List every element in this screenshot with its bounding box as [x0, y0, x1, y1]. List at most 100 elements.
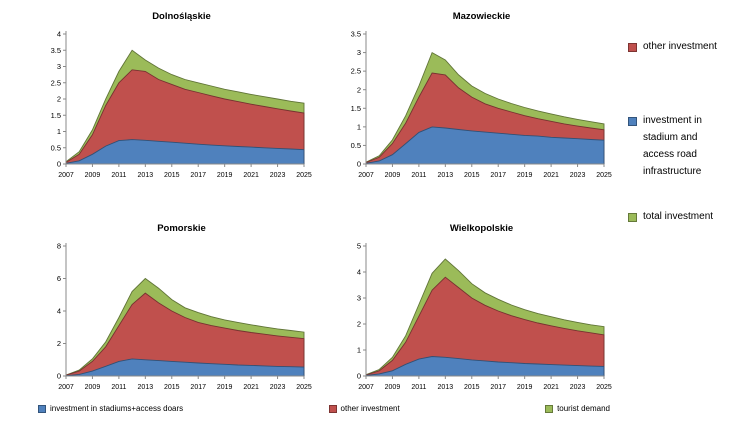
svg-text:3: 3: [357, 294, 361, 303]
svg-text:2013: 2013: [138, 172, 154, 179]
blue-square-icon: [628, 117, 637, 126]
area-layer: [65, 139, 305, 165]
svg-text:2013: 2013: [138, 384, 154, 391]
legend-label: total investment: [643, 211, 714, 222]
green-square-icon: [628, 213, 637, 222]
svg-text:2023: 2023: [570, 384, 586, 391]
area-layer: [365, 276, 605, 377]
svg-text:1: 1: [57, 127, 61, 136]
chart-title-mazowieckie: Mazowieckie: [452, 11, 511, 22]
red-square-icon: [628, 43, 637, 52]
svg-text:2019: 2019: [217, 172, 233, 179]
svg-text:2019: 2019: [217, 384, 233, 391]
svg-text:2021: 2021: [243, 384, 259, 391]
svg-text:2011: 2011: [411, 172, 426, 179]
svg-text:2: 2: [357, 320, 361, 329]
svg-text:3.5: 3.5: [351, 30, 361, 39]
svg-text:2013: 2013: [438, 172, 454, 179]
svg-text:8: 8: [57, 242, 61, 251]
legend-item-total-investment: total investment: [628, 208, 713, 225]
svg-text:1: 1: [357, 346, 361, 355]
svg-text:5: 5: [357, 242, 361, 251]
chart-title-pomorskie: Pomorskie: [157, 223, 206, 234]
svg-text:1.5: 1.5: [351, 104, 361, 113]
area-layer: [65, 292, 305, 377]
svg-text:0: 0: [357, 160, 361, 169]
chart-pomorskie: Pomorskie 0 2 4 6 8 2007 2009 2011 2013 2015 2017 2…: [32, 222, 317, 414]
svg-text:2011: 2011: [111, 172, 126, 179]
svg-text:0: 0: [57, 160, 61, 169]
chart-title-wielkopolskie: Wielkopolskie: [449, 223, 514, 234]
area-chart-svg: 0 0.5 1 1.5 2 2.5 3 3.5 4 2007 2009 2011 2013 2015 201…: [51, 30, 312, 179]
svg-text:2017: 2017: [490, 172, 506, 179]
svg-text:2021: 2021: [243, 172, 259, 179]
svg-text:2009: 2009: [85, 384, 101, 391]
svg-text:2: 2: [57, 95, 61, 104]
svg-text:0.5: 0.5: [351, 141, 361, 150]
chart-dolnoslaskie: Dolnośląskie 0 0.5 1 1.5 2 2.5 3 3.5 4 2007 2009 20…: [32, 10, 317, 202]
svg-text:0.5: 0.5: [51, 143, 61, 152]
area-chart-wielkopolskie: 0 1 2 3 4 5 2007 2009 2011 2013 2015 2017 2019 2021 20…: [332, 238, 612, 398]
area-chart-dolnoslaskie: 0 0.5 1 1.5 2 2.5 3 3.5 4 2007 2009 2011 2013 2015 201…: [32, 26, 312, 186]
svg-text:2025: 2025: [596, 172, 612, 179]
svg-text:2011: 2011: [411, 384, 426, 391]
chart-wielkopolskie: Wielkopolskie 0 1 2 3 4 5 2007 2009 2011 2013 2015…: [332, 222, 617, 414]
svg-text:3: 3: [57, 62, 61, 71]
svg-text:2019: 2019: [517, 384, 533, 391]
svg-text:3: 3: [357, 48, 361, 57]
svg-text:1.5: 1.5: [51, 111, 61, 120]
area-chart-svg: 0 1 2 3 4 5 2007 2009 2011 2013 2015 2017 2019 2021 20…: [357, 242, 612, 391]
area-layer: [365, 126, 605, 165]
svg-text:2017: 2017: [190, 172, 206, 179]
legend-item-stadium-investment: investment in stadium and access road in…: [628, 112, 719, 180]
green-square-icon: [545, 404, 554, 413]
area-chart-pomorskie: 0 2 4 6 8 2007 2009 2011 2013 2015 2017 2019 2021 202…: [32, 238, 312, 398]
svg-text:2: 2: [357, 85, 361, 94]
svg-text:2023: 2023: [270, 384, 286, 391]
svg-text:2007: 2007: [358, 172, 374, 179]
legend-label: tourist demand: [557, 404, 610, 413]
legend-label: other investment: [340, 404, 400, 413]
svg-text:2019: 2019: [517, 172, 533, 179]
chart-title-dolnoslaskie: Dolnośląskie: [152, 11, 211, 22]
legend-item-other-investment: other investment: [628, 38, 719, 55]
svg-text:2011: 2011: [111, 384, 126, 391]
svg-text:2: 2: [57, 339, 61, 348]
legend-label: other investment: [643, 41, 717, 52]
area-layer: [65, 358, 305, 377]
svg-text:2013: 2013: [438, 384, 454, 391]
svg-text:3.5: 3.5: [51, 46, 61, 55]
bottom-legend: investment in stadiums+access doars othe…: [38, 404, 610, 413]
svg-text:2015: 2015: [164, 172, 180, 179]
svg-text:2023: 2023: [570, 172, 586, 179]
svg-text:2017: 2017: [190, 384, 206, 391]
legend-label: investment in stadium and access road in…: [643, 115, 702, 177]
legend-item-other-investment: other investment: [328, 404, 400, 413]
svg-text:2025: 2025: [596, 384, 612, 391]
svg-text:2.5: 2.5: [351, 67, 361, 76]
area-layer: [365, 356, 605, 377]
red-square-icon: [328, 404, 337, 413]
area-chart-mazowieckie: 0 0.5 1 1.5 2 2.5 3 3.5 2007 2009 2011 2013 2015 2017…: [332, 26, 612, 186]
svg-text:2023: 2023: [270, 172, 286, 179]
svg-text:4: 4: [57, 30, 61, 39]
svg-text:2025: 2025: [296, 384, 312, 391]
svg-text:2021: 2021: [543, 384, 559, 391]
svg-text:1: 1: [357, 122, 361, 131]
svg-text:2009: 2009: [85, 172, 101, 179]
svg-text:2015: 2015: [164, 384, 180, 391]
svg-text:2015: 2015: [464, 384, 480, 391]
svg-text:2007: 2007: [58, 172, 74, 179]
svg-text:2009: 2009: [385, 384, 401, 391]
legend-label: investment in stadiums+access doars: [50, 404, 184, 413]
svg-text:2007: 2007: [358, 384, 374, 391]
area-chart-svg: 0 0.5 1 1.5 2 2.5 3 3.5 2007 2009 2011 2013 2015 2017…: [351, 30, 612, 179]
legend-item-tourist-demand: tourist demand: [545, 404, 610, 413]
svg-text:0: 0: [57, 372, 61, 381]
svg-text:2.5: 2.5: [51, 78, 61, 87]
svg-text:2007: 2007: [58, 384, 74, 391]
svg-text:6: 6: [57, 274, 61, 283]
area-chart-svg: 0 2 4 6 8 2007 2009 2011 2013 2015 2017 2019 2021 202…: [57, 242, 312, 391]
svg-text:4: 4: [357, 268, 361, 277]
